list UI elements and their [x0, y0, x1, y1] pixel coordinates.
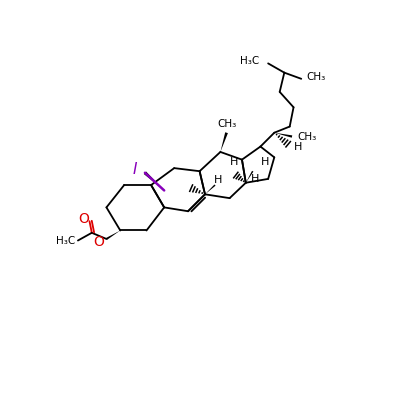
Text: H: H — [261, 157, 269, 167]
Text: H: H — [251, 174, 259, 184]
Polygon shape — [220, 132, 228, 152]
Text: H₃C: H₃C — [56, 236, 76, 246]
Text: I: I — [133, 162, 137, 177]
Text: H: H — [294, 142, 303, 152]
Polygon shape — [106, 230, 120, 240]
Text: O: O — [78, 212, 89, 226]
Text: O: O — [93, 235, 104, 249]
Polygon shape — [274, 133, 292, 138]
Text: H: H — [230, 157, 238, 167]
Text: H₃C: H₃C — [240, 56, 259, 66]
Text: CH₃: CH₃ — [307, 72, 326, 82]
Polygon shape — [205, 184, 216, 194]
Text: H: H — [214, 176, 222, 186]
Text: CH₃: CH₃ — [217, 119, 236, 129]
Polygon shape — [246, 171, 254, 183]
Polygon shape — [144, 172, 164, 190]
Text: CH₃: CH₃ — [297, 132, 317, 142]
